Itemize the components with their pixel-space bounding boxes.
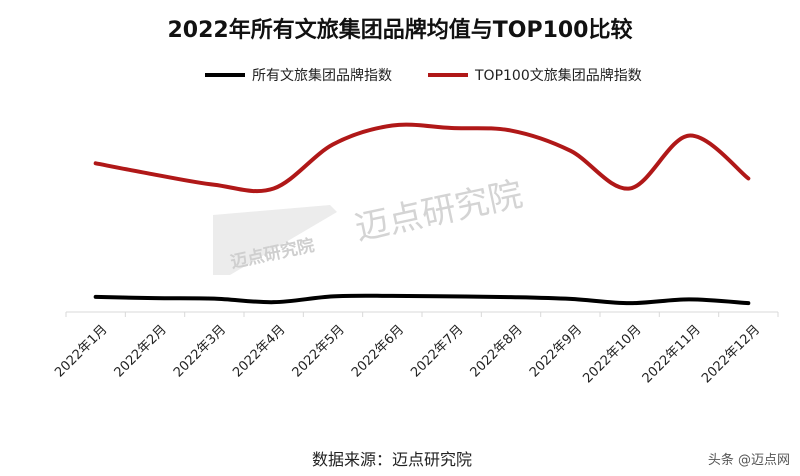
x-axis-tick-labels: 2022年1月 2022年2月 2022年3月 2022年4月 2022年5月 2022年…	[52, 322, 763, 386]
x-tick-label: 2022年11月	[640, 322, 704, 386]
legend-label-series-1: 所有文旅集团品牌指数	[252, 67, 392, 84]
x-tick-label: 2022年7月	[408, 322, 466, 380]
watermark-logo-shape	[213, 205, 337, 275]
x-tick-label: 2022年10月	[580, 322, 644, 386]
x-tick-label: 2022年3月	[171, 322, 229, 380]
source-note: 数据来源：迈点研究院	[312, 450, 472, 469]
watermark-brand: 迈点研究院	[352, 174, 527, 248]
x-tick-label: 2022年6月	[349, 322, 407, 380]
x-tick-label: 2022年4月	[230, 322, 288, 380]
legend: 所有文旅集团品牌指数 TOP100文旅集团品牌指数	[205, 67, 642, 84]
x-tick-label: 2022年5月	[290, 322, 348, 380]
series-layer	[93, 122, 751, 306]
x-tick-label: 2022年9月	[527, 322, 585, 380]
x-tick-label: 2022年8月	[468, 322, 526, 380]
x-axis-ticks	[65, 312, 779, 317]
x-tick-label: 2022年12月	[699, 322, 763, 386]
x-tick-label: 2022年1月	[52, 322, 110, 380]
series-line-1	[93, 293, 751, 306]
series-line-2	[93, 122, 751, 194]
chart-title: 2022年所有文旅集团品牌均值与TOP100比较	[168, 17, 633, 43]
credit-note: 头条 @迈点网	[708, 452, 790, 468]
legend-label-series-2: TOP100文旅集团品牌指数	[474, 67, 642, 84]
x-tick-label: 2022年2月	[112, 322, 170, 380]
